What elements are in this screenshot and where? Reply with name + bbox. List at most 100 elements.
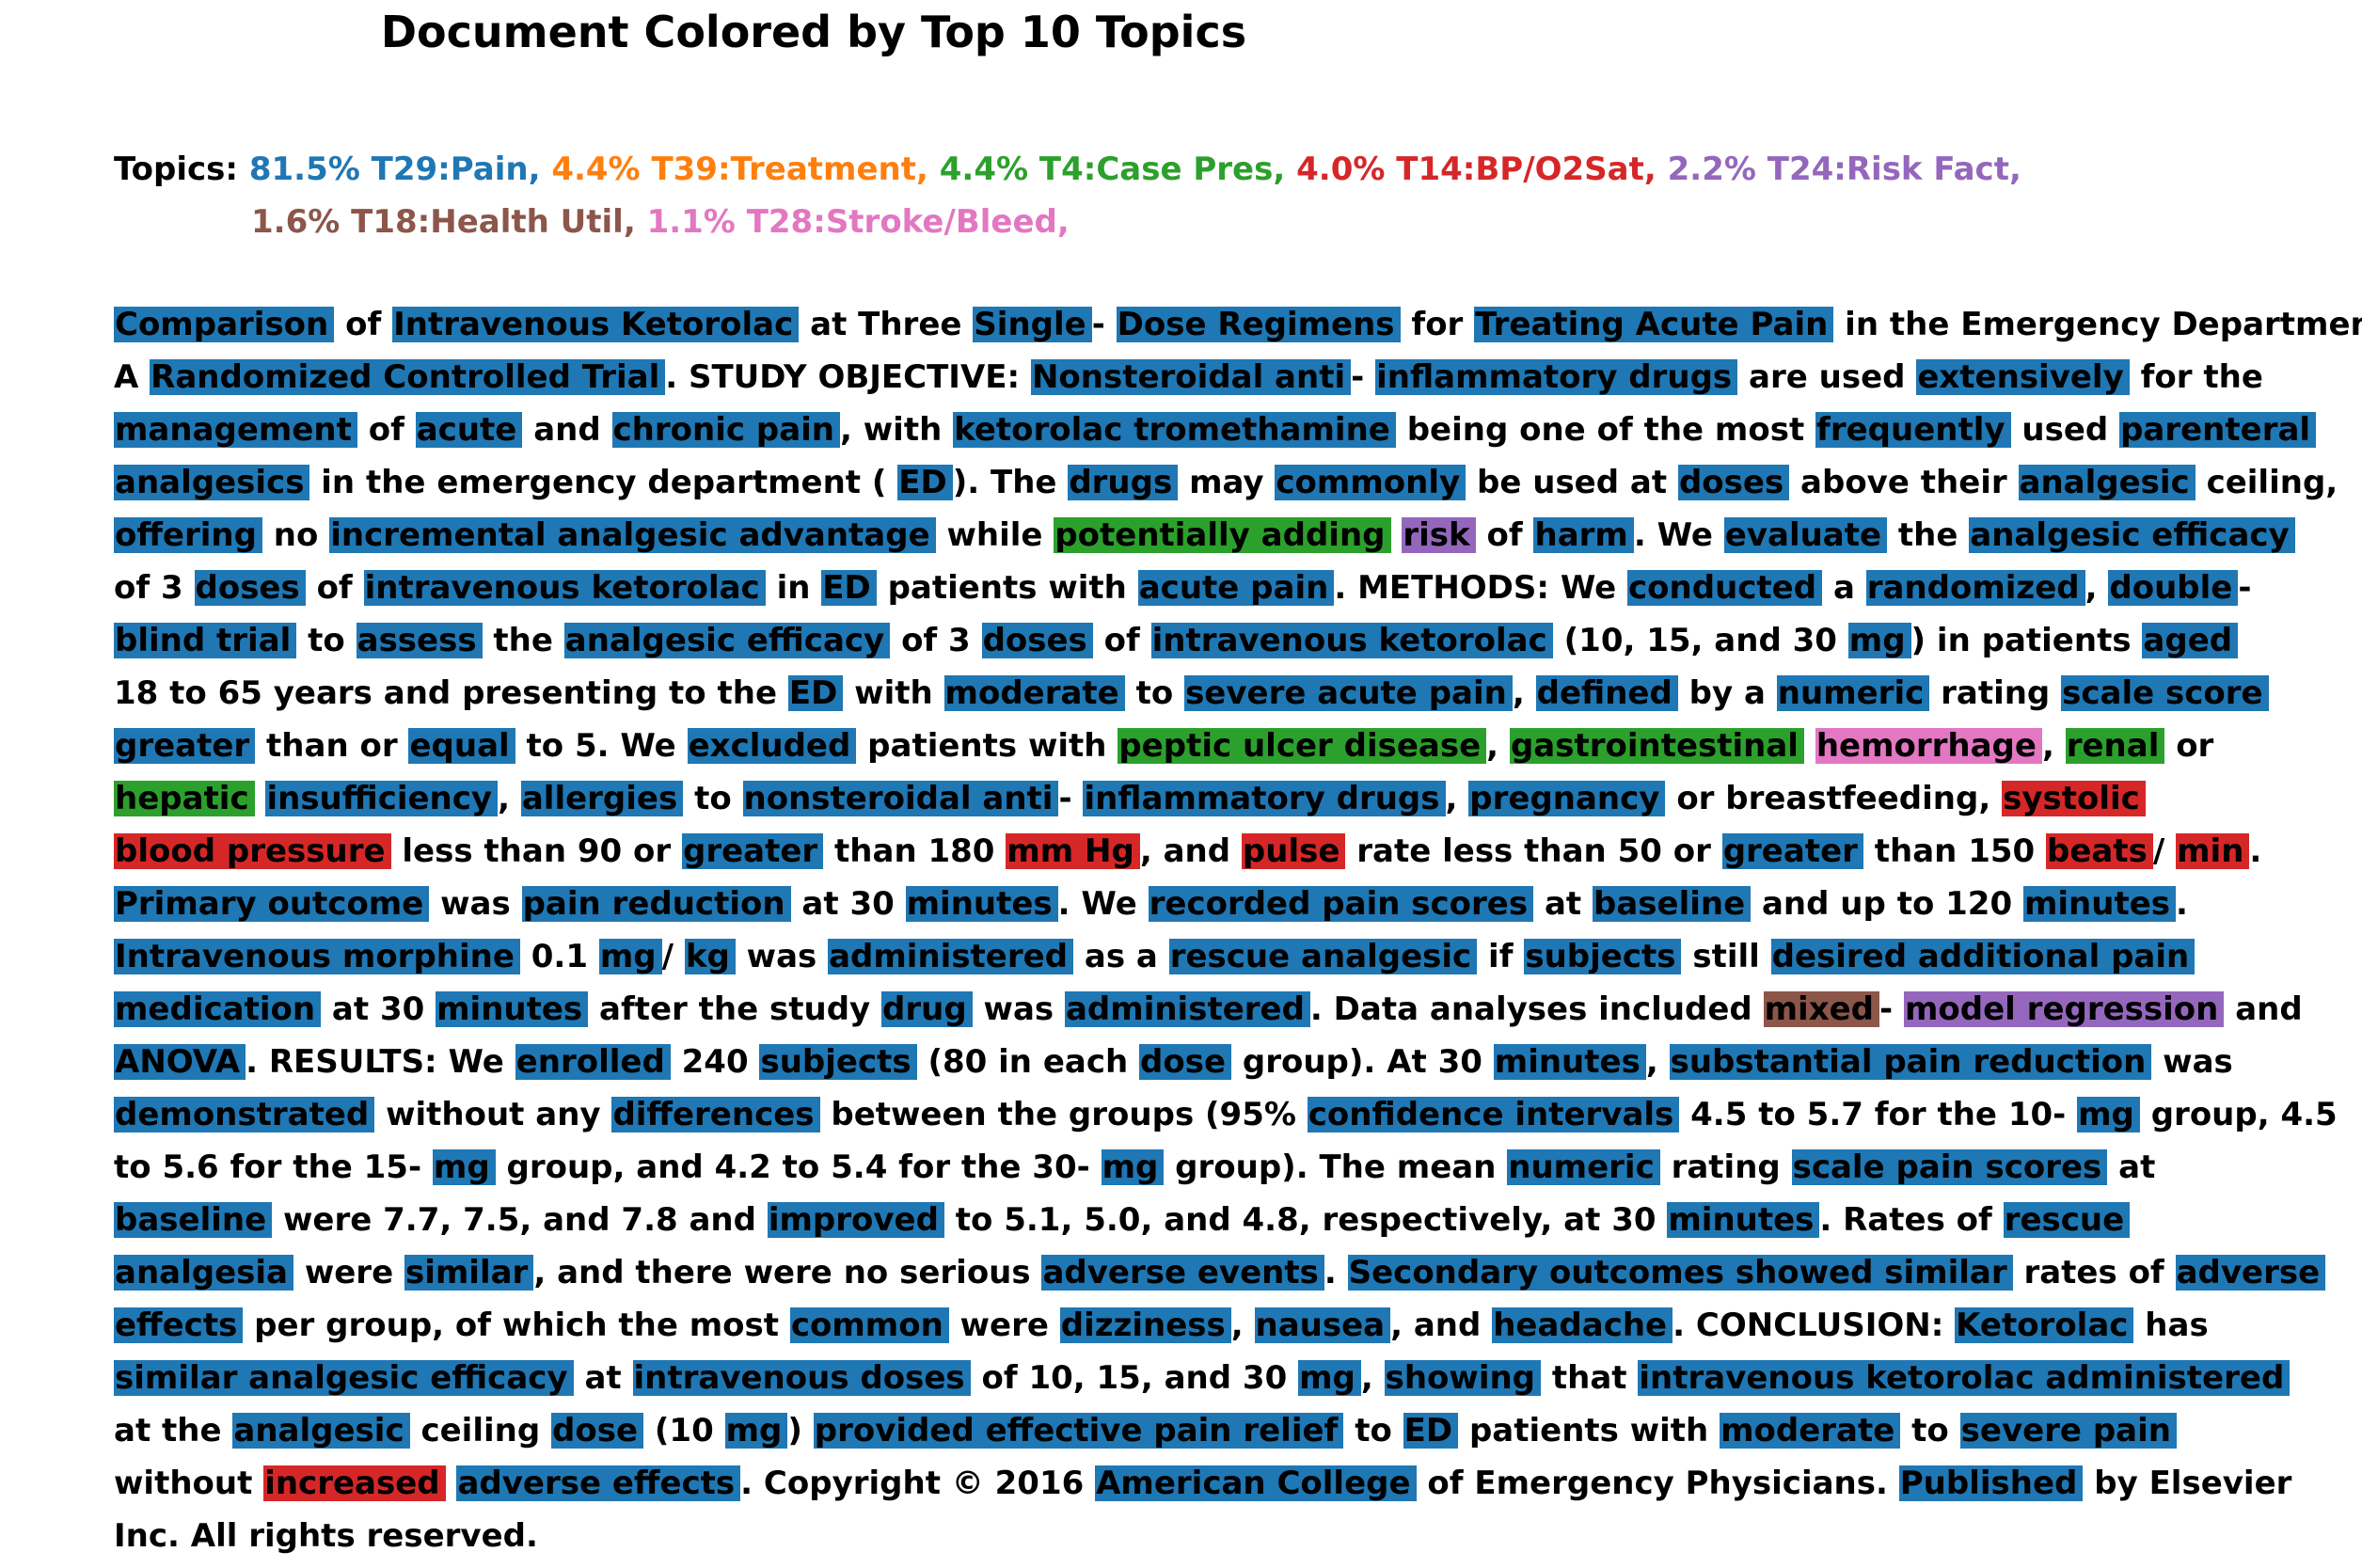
plain-text: , — [1230, 1307, 1244, 1344]
plain-text: at — [584, 1359, 622, 1397]
topic-entry-t39: 4.4% T39:Treatment, — [551, 150, 928, 188]
document-line: 18 to 65 years and presenting to the ED … — [114, 667, 2362, 720]
plain-text: . STUDY OBJECTIVE: — [665, 358, 1021, 396]
highlight-t24: model regression — [1904, 991, 2225, 1027]
highlight-t29: analgesics — [114, 465, 310, 500]
highlight-t29: recorded pain scores — [1148, 886, 1534, 922]
plain-text: , and — [1139, 832, 1231, 870]
topics-legend: Topics: 81.5% T29:Pain, 4.4% T39:Treatme… — [114, 143, 2021, 248]
topic-entry-t18: 1.6% T18:Health Util, — [251, 203, 636, 241]
document-line: similar analgesic efficacy at intravenou… — [114, 1352, 2362, 1404]
highlight-t29: mg — [2077, 1097, 2140, 1132]
plain-text: being one of the most — [1406, 411, 1805, 449]
plain-text: between the groups (95% — [831, 1096, 1296, 1133]
plain-text: rating — [1671, 1148, 1781, 1186]
highlight-t29: Published — [1898, 1465, 2084, 1501]
highlight-t29: greater — [682, 833, 824, 869]
plain-text: group, and 4.2 to 5.4 for the 30- — [506, 1148, 1090, 1186]
plain-text: , and — [1390, 1307, 1482, 1344]
plain-text: in the emergency department ( — [321, 464, 887, 501]
highlight-t29: minutes — [2022, 886, 2176, 922]
highlight-t29: kg — [684, 939, 736, 974]
highlight-t29: mg — [1298, 1360, 1361, 1396]
plain-text: be used at — [1477, 464, 1668, 501]
plain-text: patients with — [1468, 1412, 1709, 1449]
plain-text: of — [316, 569, 353, 607]
plain-text: , — [1512, 674, 1525, 712]
highlight-t14: beats — [2046, 833, 2153, 869]
plain-text: than 180 — [834, 832, 995, 870]
plain-text: . — [1324, 1254, 1337, 1291]
plain-text: . CONCLUSION: — [1672, 1307, 1944, 1344]
document-line: baseline were 7.7, 7.5, and 7.8 and impr… — [114, 1194, 2362, 1246]
highlight-t29: minutes — [1493, 1044, 1646, 1080]
highlight-t29: provided effective pain relief — [813, 1413, 1344, 1449]
document-line: blind trial to assess the analgesic effi… — [114, 614, 2362, 667]
plain-text: by a — [1688, 674, 1766, 712]
plain-text: ). The — [952, 464, 1057, 501]
plain-text: of 3 — [901, 622, 971, 659]
plain-text: at the — [114, 1412, 222, 1449]
plain-text: in the Emergency Department: — [1845, 306, 2362, 343]
plain-text: 0.1 — [531, 938, 588, 975]
highlight-t29: nonsteroidal anti — [742, 781, 1059, 816]
plain-text: / — [2152, 832, 2165, 870]
highlight-t29: administered — [828, 939, 1074, 974]
plain-text: a — [1832, 569, 1855, 607]
highlight-t29: Intravenous Ketorolac — [392, 307, 800, 342]
highlight-t29: doses — [981, 623, 1093, 658]
document-line: Intravenous morphine 0.1 mg / kg was admi… — [114, 930, 2362, 983]
highlight-t29: parenteral — [2119, 412, 2317, 448]
plain-text: was — [440, 885, 511, 923]
highlight-t18: mixed — [1763, 991, 1880, 1027]
plain-text: with — [854, 674, 933, 712]
plain-text: patients with — [867, 727, 1107, 765]
plain-text: at Three — [810, 306, 962, 343]
plain-text: ) in patients — [1910, 622, 2132, 659]
plain-text: - — [1091, 306, 1105, 343]
plain-text: that — [1551, 1359, 1627, 1397]
plain-text: . Rates of — [1819, 1201, 1992, 1239]
plain-text: by Elsevier — [2094, 1465, 2292, 1502]
document-line: Comparison of Intravenous Ketorolac at T… — [114, 298, 2362, 351]
highlight-t29: Nonsteroidal anti — [1030, 359, 1352, 395]
topic-entry-t14: 4.0% T14:BP/O2Sat, — [1296, 150, 1657, 188]
highlight-t29: substantial pain reduction — [1669, 1044, 2152, 1080]
plain-text: no — [273, 516, 319, 554]
plain-text: , — [1486, 727, 1499, 765]
highlight-t29: dizziness — [1059, 1307, 1231, 1343]
highlight-t29: intravenous ketorolac administered — [1638, 1360, 2291, 1396]
plain-text: - — [2238, 569, 2252, 607]
topic-entry-t29: 81.5% T29:Pain, — [248, 150, 541, 188]
highlight-t29: Dose Regimens — [1116, 307, 1401, 342]
highlight-t29: drugs — [1068, 465, 1179, 500]
highlight-t14: min — [2176, 833, 2250, 869]
plain-text: may — [1189, 464, 1264, 501]
plain-text: above their — [1800, 464, 2007, 501]
highlight-t29: showing — [1384, 1360, 1542, 1396]
highlight-t29: acute pain — [1137, 570, 1335, 606]
highlight-t29: excluded — [687, 728, 857, 764]
plain-text: . Data analyses included — [1309, 990, 1752, 1028]
highlight-t29: randomized — [1865, 570, 2085, 606]
highlight-t29: inflammatory drugs — [1083, 781, 1446, 816]
highlight-t29: analgesic efficacy — [1969, 517, 2295, 553]
plain-text: group). At 30 — [1242, 1043, 1482, 1081]
plain-text: than or — [266, 727, 398, 765]
highlight-t29: differences — [611, 1097, 820, 1132]
topics-label: Topics: — [114, 150, 239, 188]
plain-text: to — [1911, 1412, 1949, 1449]
plain-text: , — [1645, 1043, 1658, 1081]
highlight-t29: Intravenous morphine — [114, 939, 520, 974]
plain-text: group). The mean — [1175, 1148, 1497, 1186]
highlight-t4: hepatic — [114, 781, 255, 816]
highlight-t29: analgesic — [232, 1413, 410, 1449]
plain-text: to — [694, 780, 732, 817]
highlight-t29: numeric — [1507, 1149, 1660, 1185]
plain-text: to — [1135, 674, 1174, 712]
plain-text: . We — [1057, 885, 1137, 923]
highlight-t29: pregnancy — [1468, 781, 1666, 816]
plain-text: , — [2041, 727, 2054, 765]
highlight-t29: similar analgesic efficacy — [114, 1360, 574, 1396]
highlight-t29: American College — [1095, 1465, 1417, 1501]
